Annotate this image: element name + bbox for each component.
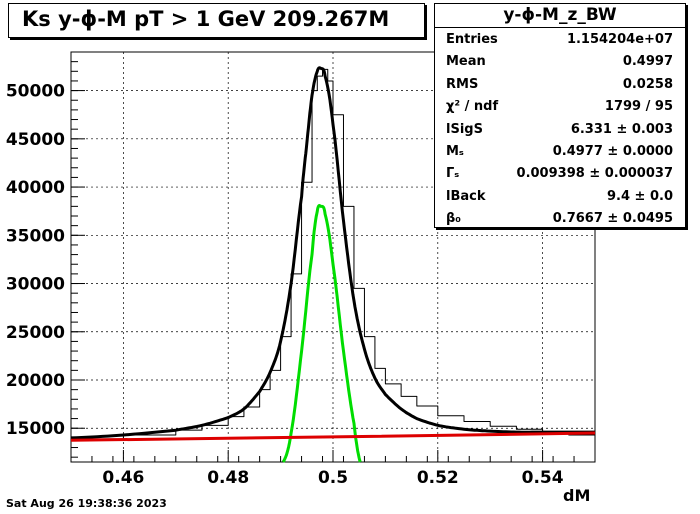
series-background	[70, 431, 596, 442]
stats-key: Mean	[446, 54, 486, 70]
stats-row-lback: lBack 9.4 ± 0.0	[435, 185, 685, 207]
stats-row-ms: Mₛ 0.4977 ± 0.0000	[435, 140, 685, 162]
y-tick-label: 30000	[6, 275, 65, 295]
x-tick-label: 0.5	[318, 468, 348, 488]
x-tick-label: 0.46	[102, 468, 144, 488]
stats-value: 0.009398 ± 0.000037	[516, 166, 673, 182]
title-box: Ks y-ϕ-M pT > 1 GeV 209.267M	[8, 3, 425, 38]
y-tick-label: 35000	[6, 226, 65, 246]
stats-value: 0.7667 ± 0.0495	[552, 211, 673, 227]
stats-value: 0.4977 ± 0.0000	[552, 143, 673, 159]
x-axis-title: dM	[563, 486, 591, 505]
x-tick-label: 0.48	[207, 468, 249, 488]
plot-series	[70, 66, 596, 463]
stats-header: y-ϕ-M_z_BW	[435, 4, 685, 28]
stats-row-gammas: Γₛ 0.009398 ± 0.000037	[435, 162, 685, 184]
y-tick-label: 50000	[6, 82, 65, 102]
stats-value: 9.4 ± 0.0	[606, 188, 673, 204]
y-tick-label: 25000	[6, 323, 65, 343]
y-tick-label: 40000	[6, 178, 65, 198]
y-tick-label: 45000	[6, 130, 65, 150]
y-tick-label: 20000	[6, 371, 65, 391]
stats-row-lsigs: lSigS 6.331 ± 0.003	[435, 118, 685, 140]
stats-value: 6.331 ± 0.003	[570, 121, 673, 137]
x-tick-label: 0.54	[522, 468, 564, 488]
stats-row-chi2: χ² / ndf 1799 / 95	[435, 95, 685, 117]
series-signal	[281, 204, 362, 463]
series-total-fit	[70, 66, 595, 440]
stats-box: y-ϕ-M_z_BW Entries 1.154204e+07 Mean 0.4…	[434, 3, 686, 228]
x-tick-label: 0.52	[417, 468, 459, 488]
x-tick-labels: 0.46 0.48 0.5 0.52 0.54	[102, 468, 563, 488]
y-tick-label: 15000	[6, 419, 65, 439]
stats-key: lBack	[446, 188, 486, 204]
stats-key: lSigS	[446, 121, 483, 137]
stats-value: 1799 / 95	[604, 99, 673, 115]
stats-key: χ² / ndf	[446, 99, 499, 115]
stats-key: β₀	[446, 211, 461, 227]
stats-row-beta0: β₀ 0.7667 ± 0.0495	[435, 207, 685, 229]
stats-row-entries: Entries 1.154204e+07	[435, 28, 685, 50]
stats-key: RMS	[446, 76, 479, 92]
stats-key: Mₛ	[446, 143, 464, 159]
stats-value: 1.154204e+07	[566, 32, 673, 47]
chart-title: Ks y-ϕ-M pT > 1 GeV 209.267M	[22, 7, 390, 31]
stats-value: 0.4997	[622, 54, 673, 70]
stats-row-rms: RMS 0.0258	[435, 73, 685, 95]
timestamp: Sat Aug 26 19:38:36 2023	[6, 497, 167, 510]
stats-key: Γₛ	[446, 166, 460, 182]
stats-key: Entries	[446, 32, 498, 47]
stats-value: 0.0258	[622, 76, 673, 92]
stats-row-mean: Mean 0.4997	[435, 50, 685, 72]
axis-ticks	[70, 51, 596, 462]
y-tick-labels: 15000 20000 25000 30000 35000 40000 45000 50000	[6, 82, 65, 440]
